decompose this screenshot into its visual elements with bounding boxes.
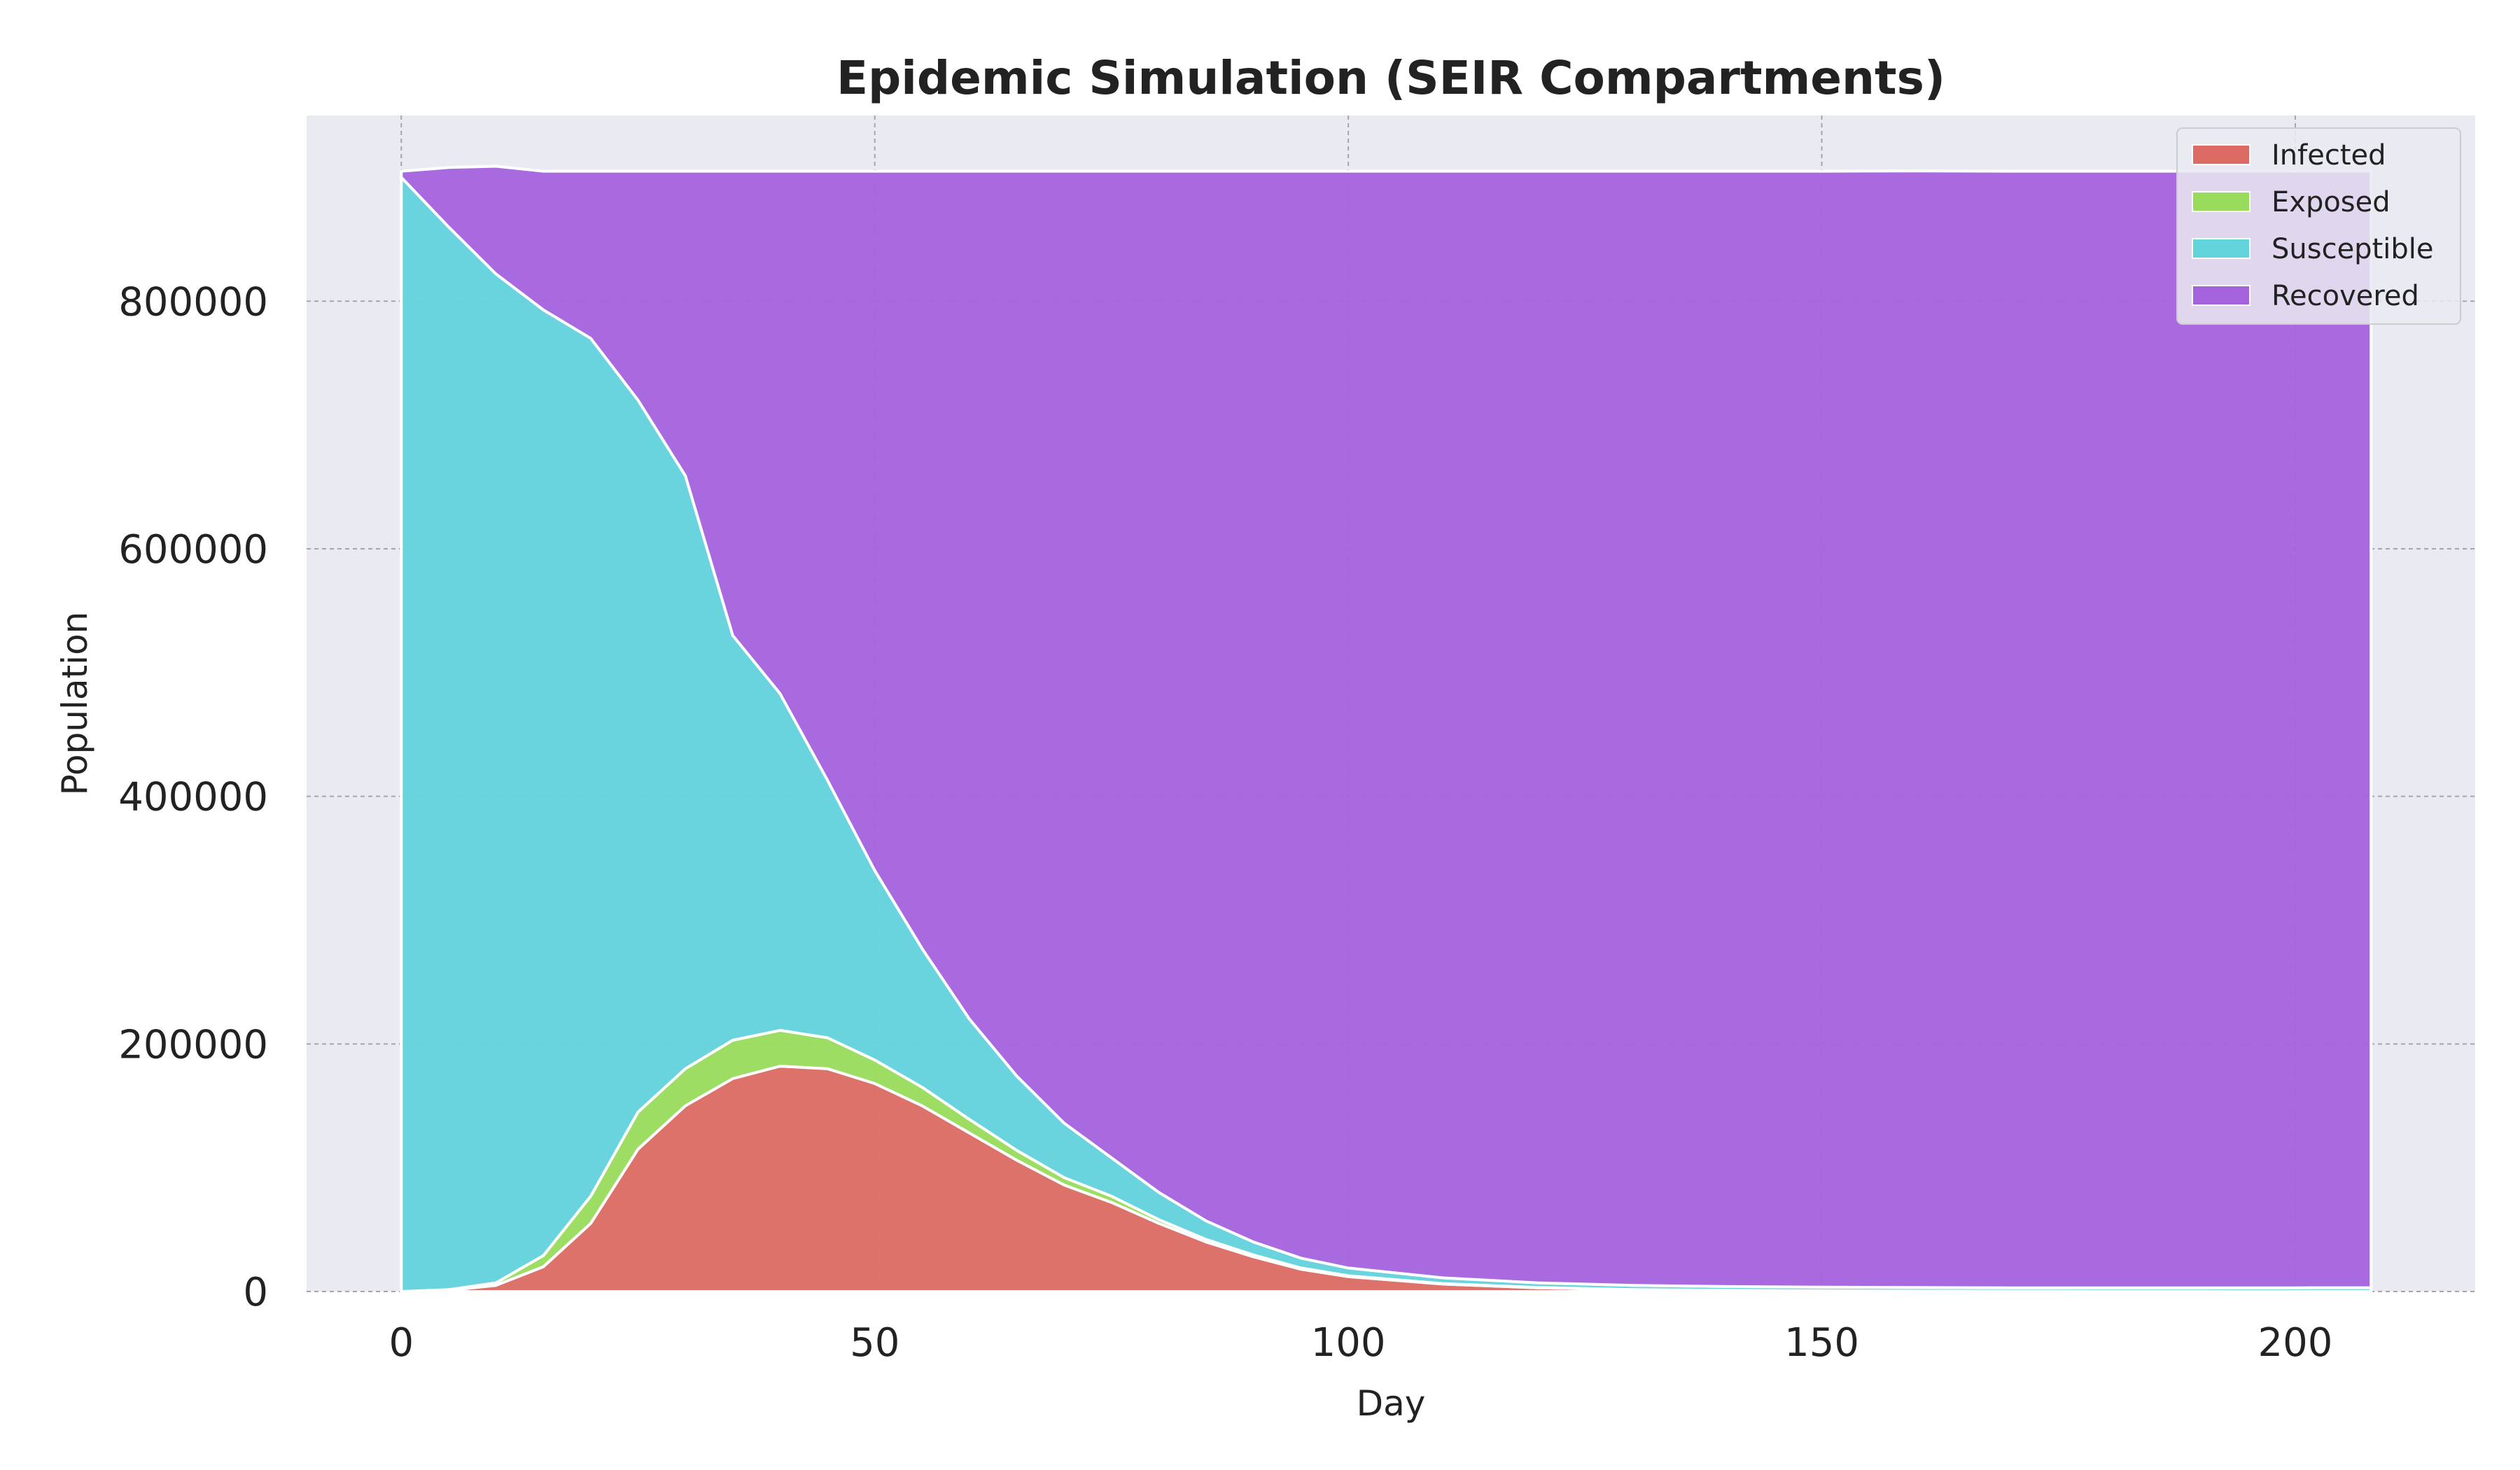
chart-title: Epidemic Simulation (SEIR Compartments) bbox=[836, 51, 1945, 105]
legend-swatch-susceptible bbox=[2192, 238, 2250, 259]
y-axis-label: Population bbox=[55, 612, 95, 796]
x-tick-label: 200 bbox=[2258, 1320, 2333, 1366]
y-tick-label: 0 bbox=[243, 1270, 268, 1315]
x-tick-labels: 0 50 100 150 200 bbox=[388, 1320, 2332, 1366]
legend-label-susceptible: Susceptible bbox=[2272, 233, 2433, 265]
x-tick-label: 0 bbox=[388, 1320, 414, 1366]
y-tick-labels: 0 200000 400000 600000 800000 bbox=[118, 279, 268, 1315]
y-tick-label: 400000 bbox=[118, 775, 268, 820]
x-tick-label: 50 bbox=[850, 1320, 899, 1366]
x-tick-label: 100 bbox=[1311, 1320, 1386, 1366]
legend-swatch-recovered bbox=[2192, 285, 2250, 306]
legend: Infected Exposed Susceptible Recovered bbox=[2176, 127, 2461, 325]
y-tick-label: 800000 bbox=[118, 279, 268, 325]
legend-label-exposed: Exposed bbox=[2272, 186, 2390, 218]
legend-box bbox=[2176, 127, 2461, 325]
x-tick-label: 150 bbox=[1784, 1320, 1859, 1366]
y-tick-label: 600000 bbox=[118, 527, 268, 573]
legend-swatch-infected bbox=[2192, 144, 2250, 165]
area-recovered bbox=[400, 164, 2373, 1289]
legend-swatch-exposed bbox=[2192, 191, 2250, 212]
area-series bbox=[400, 164, 2373, 1293]
legend-label-infected: Infected bbox=[2272, 139, 2386, 172]
legend-label-recovered: Recovered bbox=[2272, 280, 2419, 312]
y-tick-label: 200000 bbox=[118, 1022, 268, 1068]
x-axis-label: Day bbox=[1357, 1383, 1426, 1424]
